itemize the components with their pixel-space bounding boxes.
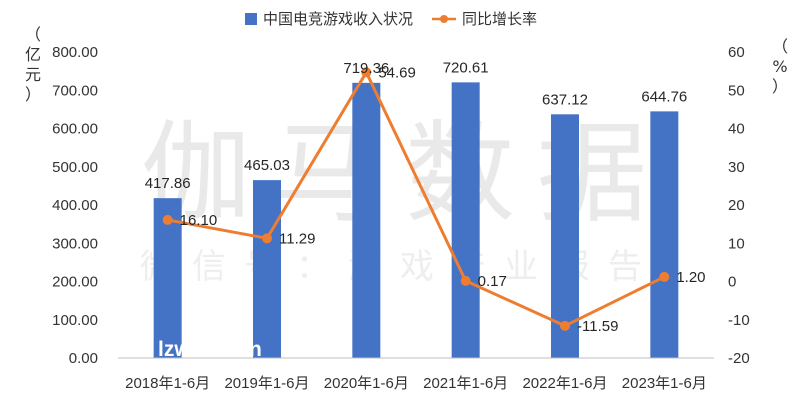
x-tick-label: 2021年1-6月 bbox=[423, 375, 508, 392]
right-axis-title: （%） bbox=[772, 37, 788, 96]
line-data-label: -11.59 bbox=[577, 318, 618, 335]
line-data-label: 0.17 bbox=[478, 273, 507, 290]
right-tick-label: 20 bbox=[728, 197, 745, 214]
line-point bbox=[262, 233, 272, 244]
line-point bbox=[560, 320, 570, 331]
left-tick-label: 200.00 bbox=[52, 274, 98, 291]
line-data-labels: 16.10 11.29 54.69 0.17 -11.59 1.20 bbox=[180, 64, 706, 335]
right-tick-label: 50 bbox=[728, 82, 745, 99]
right-tick-label: 0 bbox=[728, 274, 736, 291]
bar bbox=[451, 82, 480, 359]
right-tick-label: 40 bbox=[728, 121, 745, 138]
right-tick-label: -10 bbox=[728, 312, 750, 329]
watermark-sub: 微信号：游戏产业报告 bbox=[140, 247, 660, 287]
x-tick-label: 2020年1-6月 bbox=[324, 375, 409, 392]
x-axis-ticks: 2018年1-6月 2019年1-6月 2020年1-6月 2021年1-6月 2022… bbox=[125, 375, 707, 392]
line-data-label: 54.69 bbox=[378, 64, 416, 81]
bar bbox=[551, 114, 579, 358]
right-tick-label: 60 bbox=[728, 44, 745, 61]
legend-line-swatch-marker bbox=[440, 15, 448, 23]
x-tick-label: 2022年1-6月 bbox=[522, 375, 607, 392]
left-tick-label: 700.00 bbox=[52, 82, 98, 99]
line-point bbox=[460, 275, 471, 286]
x-tick-label: 2018年1-6月 bbox=[125, 375, 210, 392]
right-tick-label: -20 bbox=[728, 350, 750, 367]
right-axis-ticks: -20 -10 0 10 20 30 40 50 60 bbox=[728, 44, 750, 367]
bar-data-labels: 417.86 465.03 719.36 720.61 637.12 644.76 bbox=[145, 59, 688, 192]
bar-data-label: 637.12 bbox=[542, 91, 588, 108]
left-tick-label: 500.00 bbox=[52, 159, 98, 176]
right-tick-label: 30 bbox=[728, 159, 745, 176]
line-data-label: 1.20 bbox=[676, 269, 705, 286]
legend-line-label: 同比增长率 bbox=[462, 10, 537, 28]
left-tick-label: 800.00 bbox=[52, 44, 98, 61]
watermark: 伽马数据 微信号：游戏产业报告 bbox=[140, 110, 669, 287]
bar-data-label: 465.03 bbox=[244, 157, 290, 174]
overlay-url-text: lzw cn bbox=[158, 338, 262, 361]
bar-data-label: 720.61 bbox=[443, 59, 489, 76]
axis-titles: （亿元） （%） bbox=[25, 25, 788, 104]
legend: 中国电竞游戏收入状况 同比增长率 bbox=[245, 10, 537, 28]
line-point bbox=[162, 214, 173, 225]
left-tick-label: 400.00 bbox=[52, 197, 98, 214]
bar-data-label: 644.76 bbox=[641, 88, 687, 105]
bar-data-label: 417.86 bbox=[145, 175, 191, 192]
bar bbox=[650, 111, 679, 358]
series-line bbox=[167, 70, 665, 328]
line-data-label: 16.10 bbox=[180, 212, 218, 229]
bar-data-label: 719.36 bbox=[343, 60, 389, 77]
legend-bar-swatch bbox=[245, 13, 257, 25]
x-tick-label: 2023年1-6月 bbox=[622, 375, 707, 392]
watermark-main: 伽马数据 bbox=[141, 110, 669, 238]
right-tick-label: 10 bbox=[728, 235, 745, 252]
left-axis-title: （亿元） bbox=[25, 25, 41, 104]
line-series bbox=[162, 67, 670, 331]
left-tick-label: 300.00 bbox=[52, 235, 98, 252]
legend-bar-label: 中国电竞游戏收入状况 bbox=[263, 10, 413, 28]
left-tick-label: 100.00 bbox=[52, 312, 98, 329]
left-axis-ticks: 0.00 100.00 200.00 300.00 400.00 500.00 600.00… bbox=[52, 44, 98, 367]
left-tick-label: 600.00 bbox=[52, 121, 98, 138]
line-point bbox=[361, 67, 372, 78]
line-point bbox=[659, 271, 670, 282]
line-data-label: 11.29 bbox=[279, 230, 315, 247]
bar bbox=[253, 180, 281, 358]
left-tick-label: 0.00 bbox=[69, 350, 98, 367]
bar bbox=[352, 82, 381, 359]
x-tick-label: 2019年1-6月 bbox=[224, 375, 309, 392]
